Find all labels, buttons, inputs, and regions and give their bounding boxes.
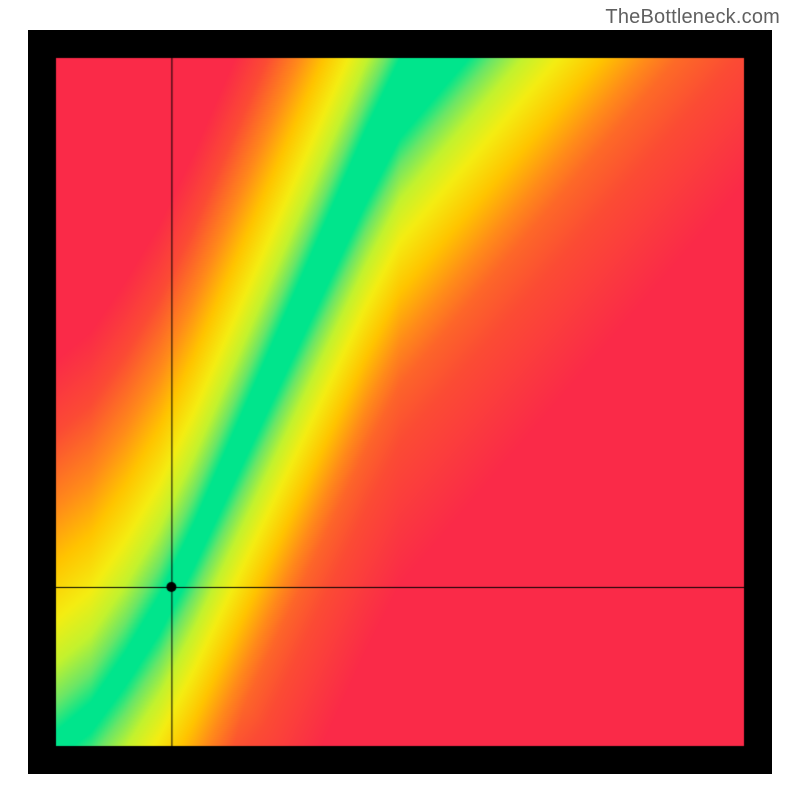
page-container: TheBottleneck.com — [0, 0, 800, 800]
chart-frame — [28, 30, 772, 774]
watermark-text: TheBottleneck.com — [605, 6, 780, 29]
bottleneck-heatmap-canvas — [28, 30, 772, 774]
